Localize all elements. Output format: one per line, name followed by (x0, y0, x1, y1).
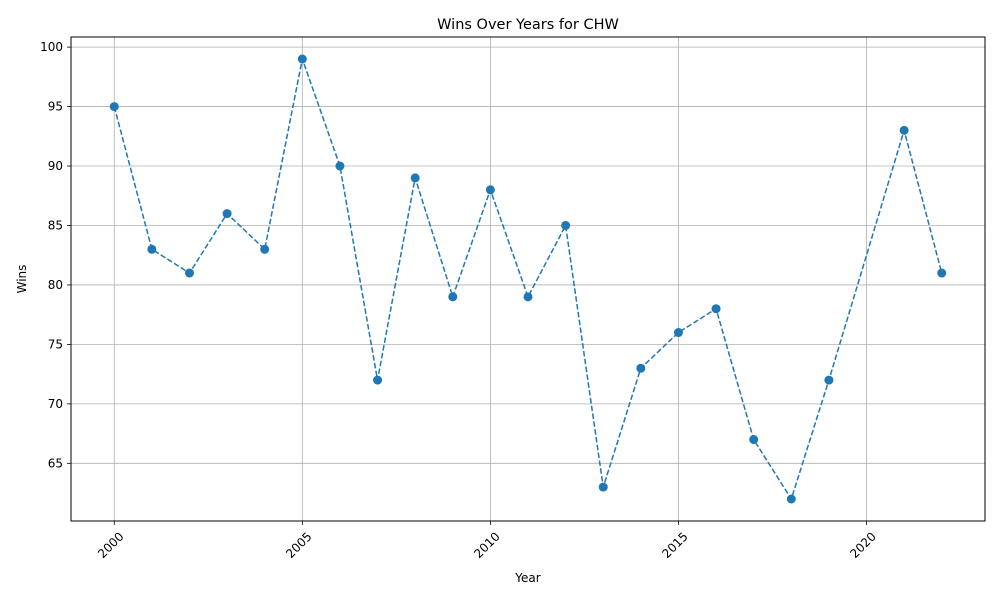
data-point (147, 244, 157, 254)
data-point (899, 125, 909, 135)
data-point (824, 375, 834, 385)
y-axis-label: Wins (15, 265, 29, 294)
data-point (598, 482, 608, 492)
data-point (937, 268, 947, 278)
x-tick-label: 2010 (471, 529, 502, 560)
plot-area-border (70, 36, 986, 522)
data-point (297, 54, 307, 64)
data-point (448, 292, 458, 302)
y-tick-label: 95 (48, 100, 63, 114)
y-tick-label: 80 (48, 278, 63, 292)
data-point (636, 363, 646, 373)
x-axis-label: Year (514, 571, 540, 585)
axis-ticks: 2000 2005 2010 2015 2020 65 70 75 80 85 90 95 100 (40, 40, 879, 561)
data-point (711, 304, 721, 314)
axes-frame (70, 36, 986, 522)
data-point (260, 244, 270, 254)
data-point (184, 268, 194, 278)
x-tick-label: 2005 (283, 529, 314, 560)
data-point (523, 292, 533, 302)
y-tick-label: 90 (48, 159, 63, 173)
data-point (561, 220, 571, 230)
data-point (786, 494, 796, 504)
x-tick-label: 2015 (659, 529, 690, 560)
data-point (410, 173, 420, 183)
chart-title: Wins Over Years for CHW (437, 17, 619, 33)
data-point (373, 375, 383, 385)
y-tick-label: 70 (48, 397, 63, 411)
data-point (749, 435, 759, 445)
x-tick-label: 2020 (847, 529, 878, 560)
y-tick-label: 65 (48, 456, 63, 470)
data-point (222, 209, 232, 219)
data-point (335, 161, 345, 171)
y-tick-label: 85 (48, 218, 63, 232)
data-series (109, 54, 947, 504)
series-line (113, 56, 943, 501)
y-tick-label: 100 (40, 40, 63, 54)
data-point (109, 102, 119, 112)
x-tick-label: 2000 (95, 529, 126, 560)
y-tick-label: 75 (48, 337, 63, 351)
data-point (485, 185, 495, 195)
data-point (673, 328, 683, 338)
grid-lines (71, 37, 985, 521)
